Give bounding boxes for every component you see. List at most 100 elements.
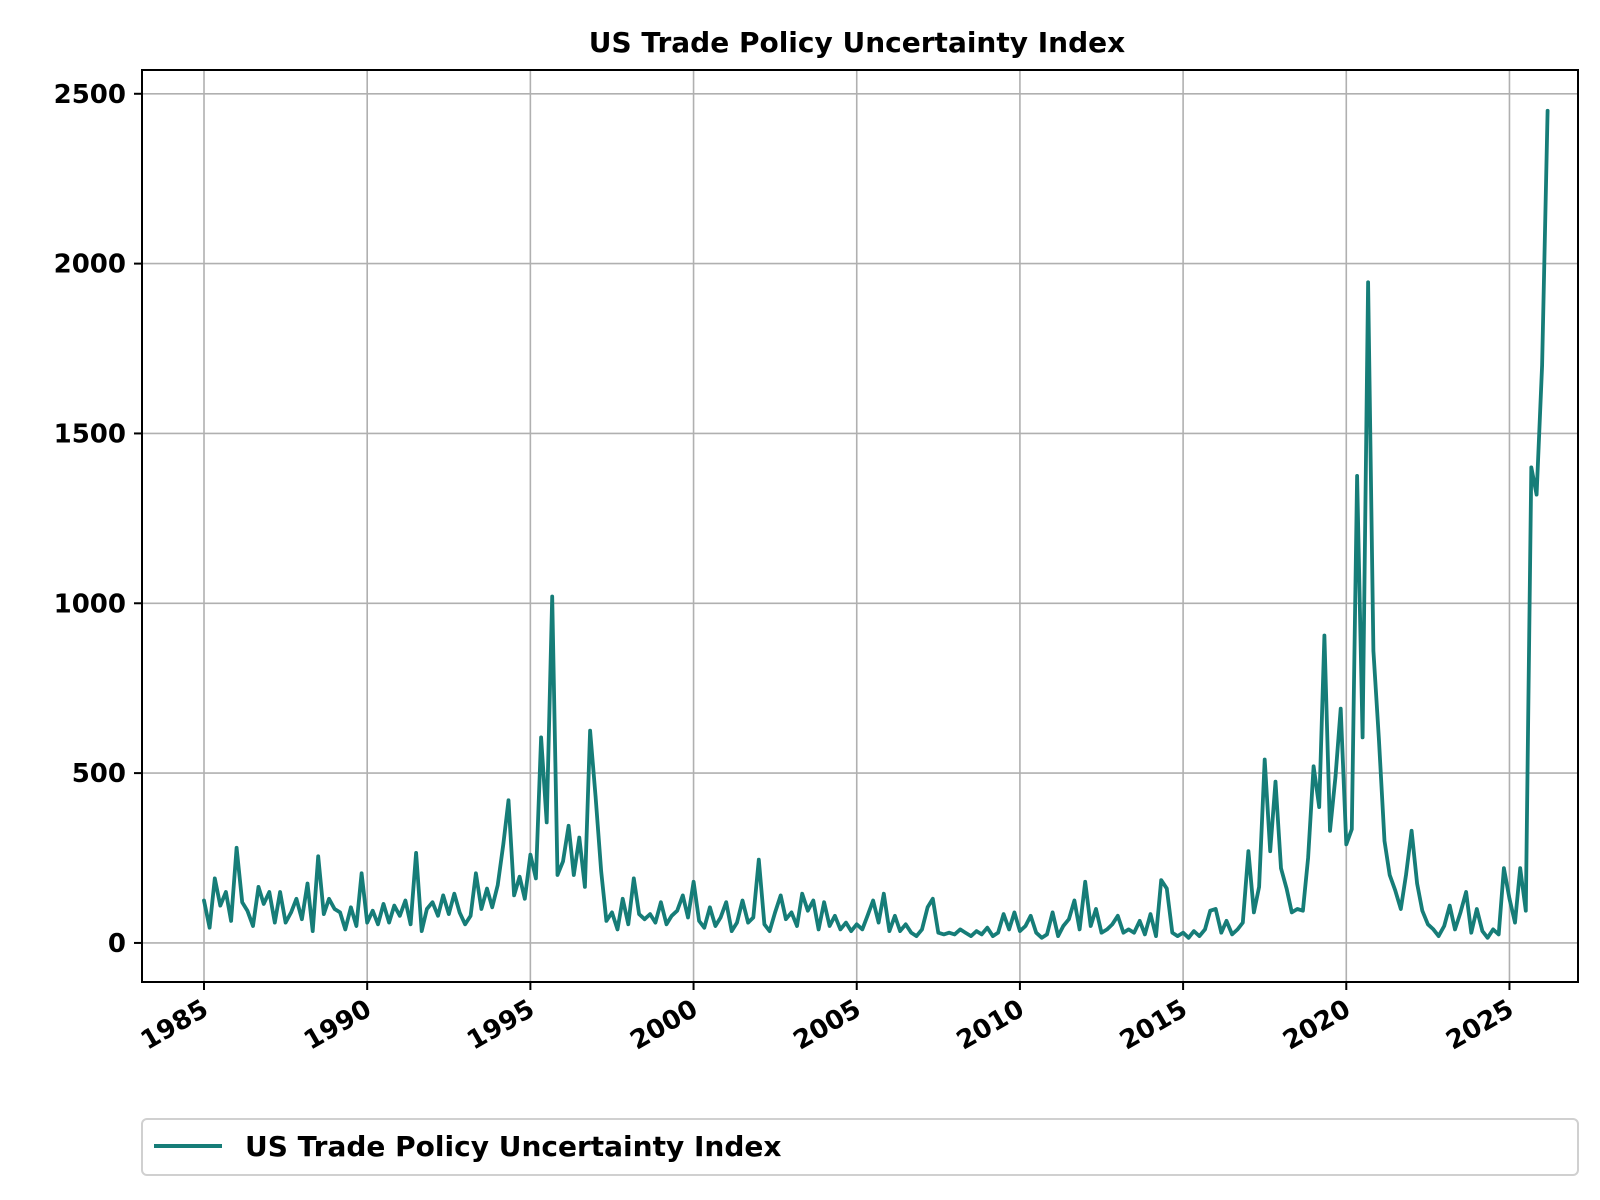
data-point: [1491, 927, 1495, 932]
data-point: [648, 912, 652, 916]
data-point: [338, 910, 342, 915]
data-point: [958, 927, 962, 932]
data-point: [1404, 873, 1408, 877]
data-point: [1187, 936, 1191, 940]
data-point: [1273, 780, 1278, 784]
data-point: [610, 910, 614, 915]
data-point: [1067, 917, 1071, 921]
data-point: [643, 917, 647, 921]
data-point: [996, 931, 1000, 935]
data-point: [871, 898, 875, 903]
data-point: [898, 929, 902, 933]
data-point: [441, 893, 445, 898]
data-point: [1317, 805, 1321, 809]
data-point: [349, 905, 353, 909]
data-point: [931, 897, 935, 901]
data-point: [1110, 922, 1114, 926]
data-point: [1399, 907, 1403, 911]
data-point: [681, 893, 685, 898]
data-point: [1012, 910, 1017, 915]
data-point: [458, 910, 462, 915]
data-point: [1306, 856, 1310, 860]
data-point: [757, 858, 761, 862]
data-point: [1469, 931, 1473, 935]
data-point: [1224, 919, 1229, 923]
data-point: [860, 927, 864, 932]
data-point: [1437, 934, 1441, 938]
data-point: [1051, 910, 1055, 915]
data-point: [1426, 922, 1430, 926]
data-point: [267, 890, 271, 894]
data-point: [675, 909, 679, 913]
data-point: [1361, 735, 1365, 740]
data-point: [360, 871, 364, 875]
data-point: [1143, 932, 1147, 937]
data-point: [795, 924, 799, 928]
data-point: [327, 897, 331, 901]
data-point: [1132, 931, 1136, 935]
data-point: [855, 922, 859, 926]
data-point: [414, 851, 418, 855]
data-point: [746, 921, 750, 925]
data-point: [1475, 907, 1479, 911]
data-point: [1252, 910, 1256, 915]
data-point: [506, 798, 511, 802]
data-point: [719, 915, 723, 920]
data-point: [1236, 927, 1240, 932]
series-layer: [202, 108, 1550, 940]
legend-box: [141, 1118, 1579, 1176]
data-point: [430, 900, 435, 904]
data-point: [833, 914, 837, 918]
data-point: [1214, 907, 1218, 911]
data-point: [398, 914, 402, 918]
series-group: [202, 108, 1550, 940]
data-point: [403, 898, 407, 903]
data-point: [528, 853, 533, 857]
data-point: [273, 921, 277, 925]
data-point: [381, 902, 386, 906]
data-point: [1263, 757, 1267, 762]
legend: US Trade Policy Uncertainty Index: [141, 1118, 1579, 1176]
data-point: [1448, 904, 1452, 908]
data-point: [1535, 493, 1539, 497]
data-point: [708, 905, 712, 909]
data-point: [713, 924, 718, 928]
data-point: [316, 854, 320, 858]
data-point: [1371, 649, 1375, 653]
data-point: [545, 820, 549, 825]
data-point: [262, 902, 266, 906]
data-point: [1415, 881, 1419, 886]
data-point: [490, 905, 494, 909]
data-point: [224, 890, 228, 894]
data-point: [1072, 898, 1076, 903]
data-point: [920, 927, 924, 932]
data-point: [539, 735, 543, 740]
data-point: [1040, 936, 1044, 940]
data-point: [1377, 737, 1381, 741]
data-point: [235, 846, 239, 850]
data-point: [969, 934, 973, 938]
data-point: [1241, 921, 1245, 925]
data-point: [1350, 827, 1354, 831]
data-point: [784, 917, 788, 921]
data-point: [229, 919, 233, 923]
data-point: [523, 897, 527, 901]
data-point: [218, 904, 222, 908]
data-point: [1328, 829, 1332, 833]
legend-label: US Trade Policy Uncertainty Index: [245, 1130, 781, 1163]
data-point: [1154, 934, 1158, 938]
data-point: [1170, 931, 1174, 935]
data-point: [822, 900, 826, 904]
data-point: [740, 898, 745, 903]
data-point: [1301, 909, 1305, 913]
data-point: [245, 909, 249, 913]
data-point: [865, 914, 870, 918]
data-point: [615, 927, 620, 932]
y-tick-label: 2000: [54, 250, 126, 280]
data-point: [387, 921, 391, 925]
data-point: [1540, 363, 1544, 368]
data-point: [893, 914, 897, 918]
data-point: [806, 909, 810, 913]
data-point: [1148, 912, 1153, 916]
